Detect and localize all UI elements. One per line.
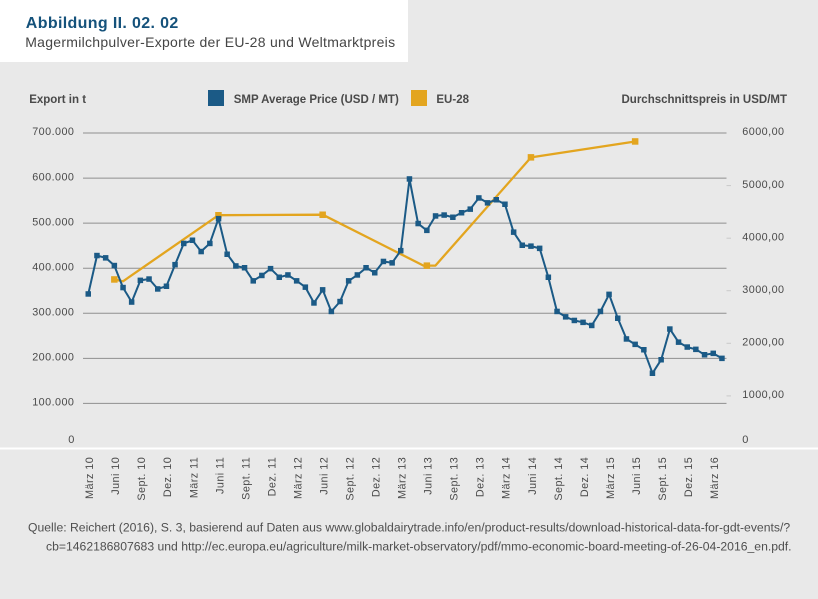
- svg-text:5000,00: 5000,00: [742, 179, 784, 191]
- svg-text:EU-28: EU-28: [436, 94, 469, 106]
- svg-text:März 13: März 13: [397, 457, 409, 499]
- svg-text:Sept. 12: Sept. 12: [345, 457, 357, 501]
- svg-text:März 12: März 12: [292, 457, 304, 499]
- svg-text:Sept. 11: Sept. 11: [240, 457, 252, 500]
- svg-text:Dez. 13: Dez. 13: [475, 457, 487, 497]
- svg-text:Durchschnittspreis in USD/MT: Durchschnittspreis in USD/MT: [622, 94, 788, 106]
- svg-text:600.000: 600.000: [32, 171, 74, 183]
- svg-text:Abbildung II. 02. 02: Abbildung II. 02. 02: [26, 15, 179, 32]
- svg-text:Sept. 14: Sept. 14: [553, 457, 565, 501]
- svg-text:Juni 15: Juni 15: [631, 457, 643, 495]
- svg-text:März 15: März 15: [605, 457, 617, 499]
- svg-text:1000,00: 1000,00: [742, 389, 784, 401]
- svg-text:März 16: März 16: [709, 457, 721, 499]
- svg-text:200.000: 200.000: [32, 352, 74, 364]
- svg-text:700.000: 700.000: [32, 126, 74, 138]
- svg-text:Juni 14: Juni 14: [527, 457, 539, 495]
- svg-text:Sept. 10: Sept. 10: [136, 457, 148, 501]
- svg-text:März 14: März 14: [501, 457, 513, 499]
- svg-text:400.000: 400.000: [32, 261, 74, 273]
- svg-text:Dez. 15: Dez. 15: [683, 457, 695, 497]
- svg-text:3000,00: 3000,00: [742, 284, 784, 296]
- svg-text:Juni 13: Juni 13: [423, 457, 435, 495]
- svg-text:Export in t: Export in t: [29, 94, 86, 106]
- svg-text:4000,00: 4000,00: [742, 231, 784, 243]
- svg-text:6000,00: 6000,00: [742, 126, 784, 138]
- svg-text:100.000: 100.000: [32, 397, 74, 409]
- svg-text:Juni 12: Juni 12: [319, 457, 331, 495]
- svg-text:2000,00: 2000,00: [742, 337, 784, 349]
- svg-text:Dez. 14: Dez. 14: [579, 457, 591, 497]
- svg-text:Quelle: Reichert (2016), S. 3,: Quelle: Reichert (2016), S. 3, basierend…: [28, 521, 790, 535]
- svg-text:Dez. 11: Dez. 11: [266, 457, 278, 497]
- svg-text:Sept. 13: Sept. 13: [449, 457, 461, 501]
- svg-text:Juni 10: Juni 10: [110, 457, 122, 495]
- svg-text:Dez. 12: Dez. 12: [371, 457, 383, 497]
- svg-text:Sept. 15: Sept. 15: [657, 457, 669, 501]
- svg-text:März 11: März 11: [188, 457, 200, 498]
- svg-text:300.000: 300.000: [32, 307, 74, 319]
- svg-text:SMP Average Price (USD / MT): SMP Average Price (USD / MT): [234, 94, 399, 106]
- svg-text:Magermilchpulver-Exporte der E: Magermilchpulver-Exporte der EU-28 und W…: [25, 34, 395, 50]
- svg-text:0: 0: [742, 434, 748, 446]
- svg-text:cb=1462186807683 und http://ec: cb=1462186807683 und http://ec.europa.eu…: [46, 540, 792, 554]
- svg-text:0: 0: [68, 434, 74, 446]
- svg-text:500.000: 500.000: [32, 216, 74, 228]
- svg-text:März 10: März 10: [84, 457, 96, 499]
- svg-text:Dez. 10: Dez. 10: [162, 457, 174, 497]
- svg-text:Juni 11: Juni 11: [214, 457, 226, 494]
